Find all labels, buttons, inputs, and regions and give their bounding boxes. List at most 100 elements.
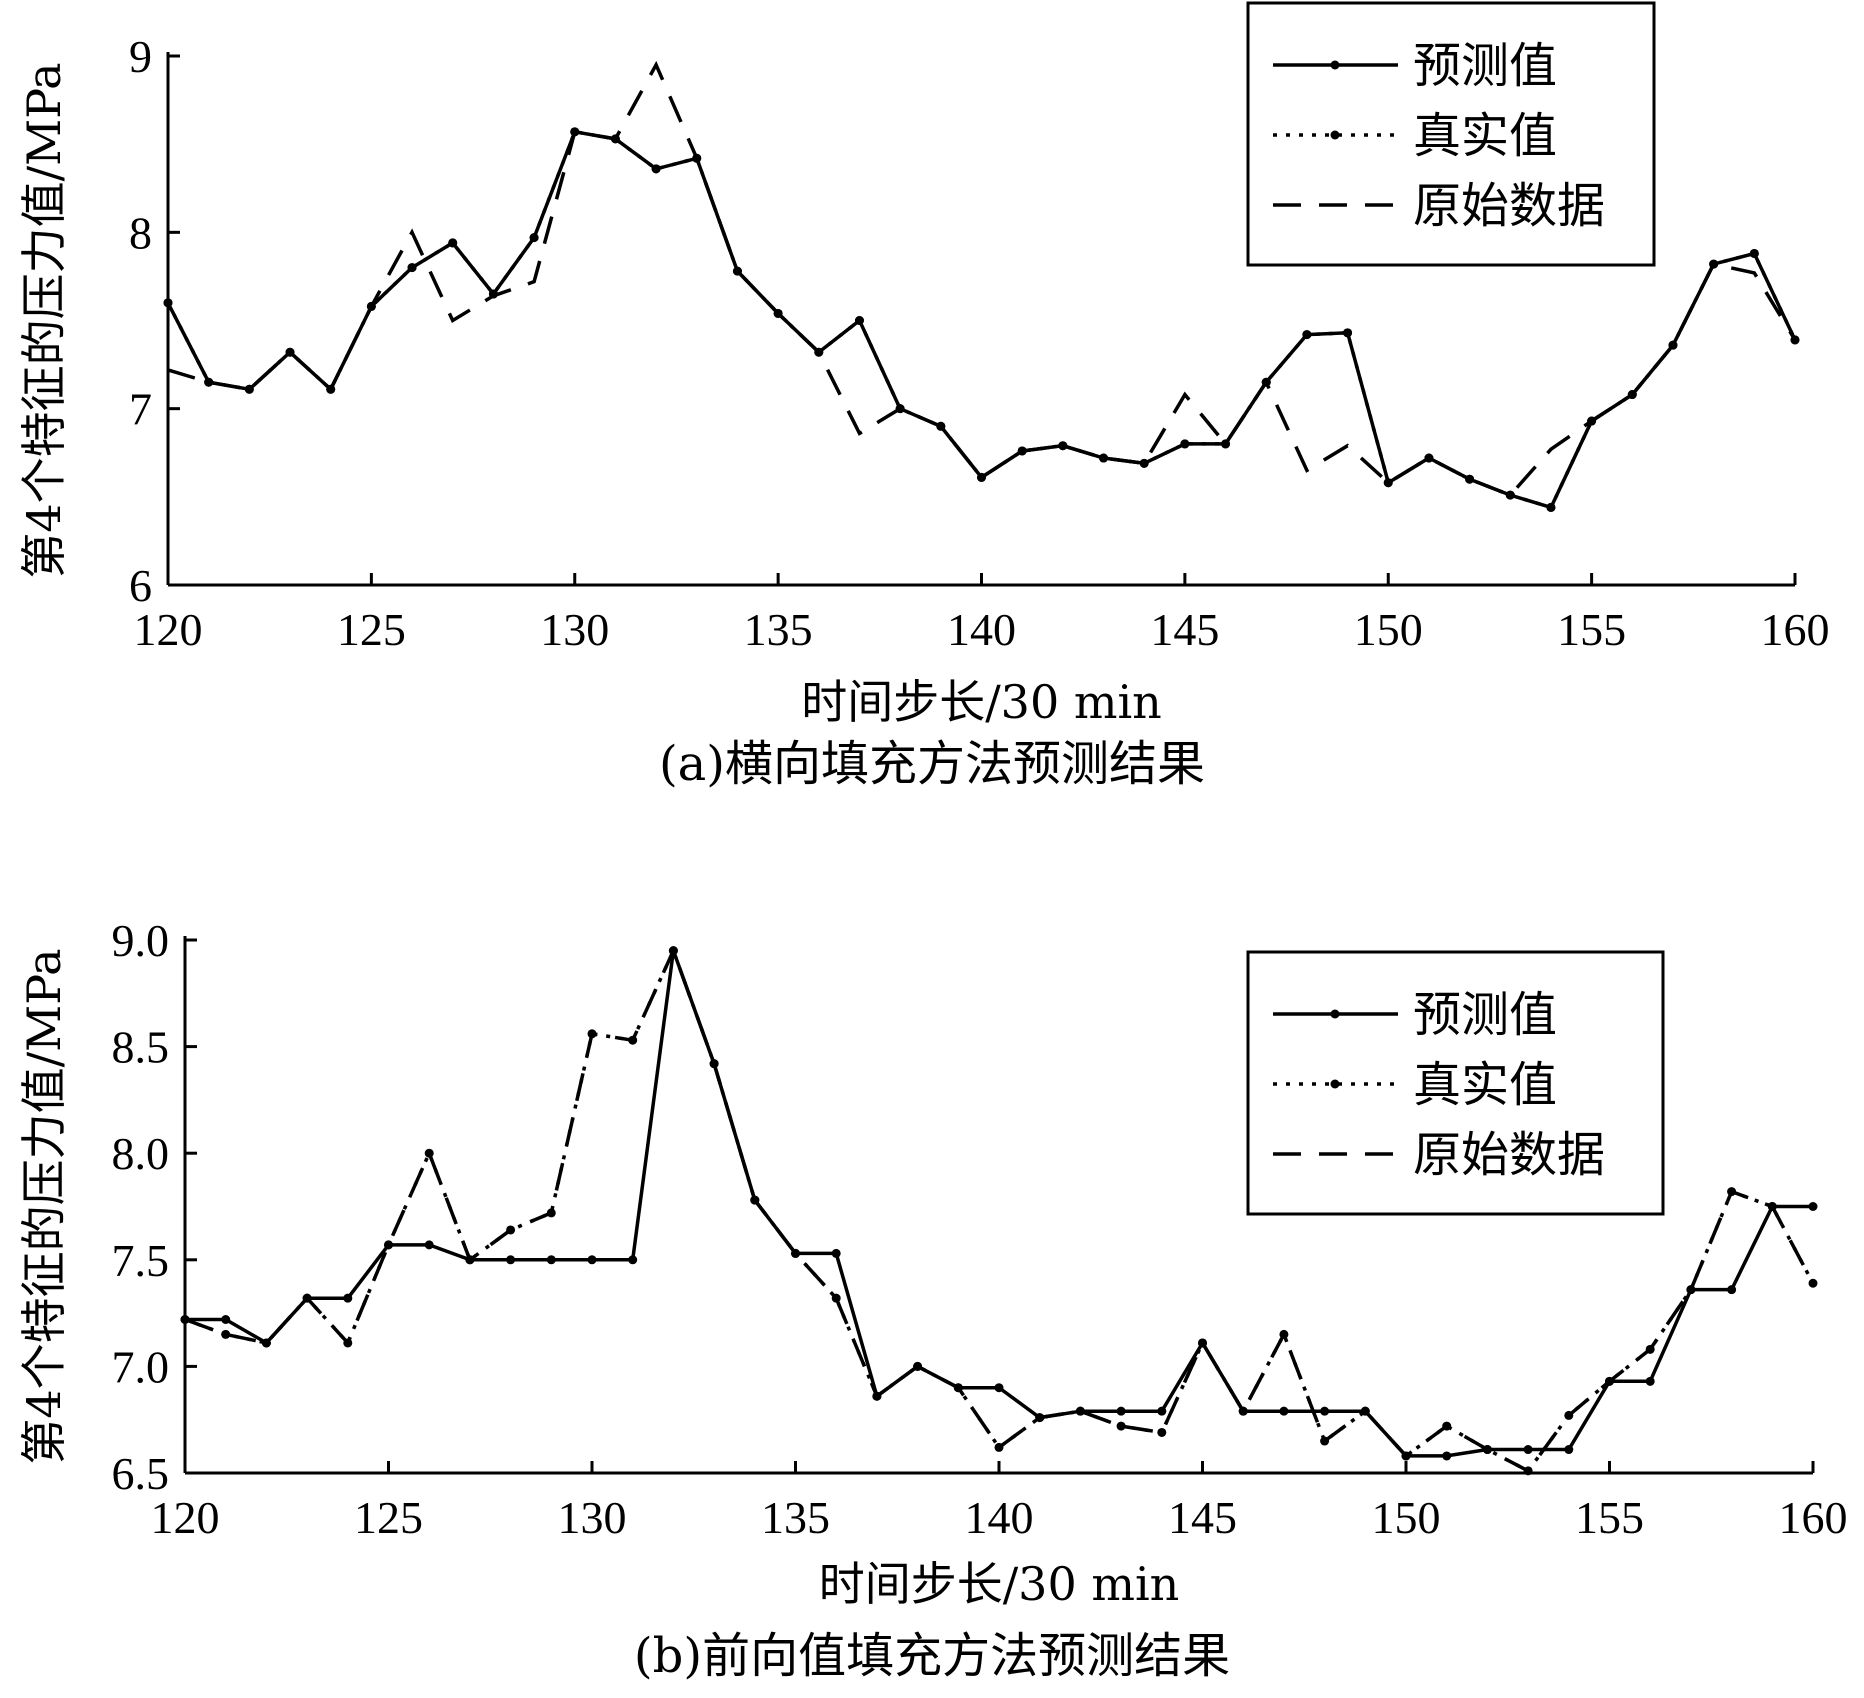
data-point [1157,1406,1167,1416]
data-point [1727,1285,1737,1295]
series-solid-marker [180,946,1818,1461]
data-point [1302,330,1312,340]
data-point [1320,1406,1330,1416]
data-point [407,263,417,273]
data-point [570,127,580,137]
legend-label: 真实值 [1413,108,1557,164]
data-point [1035,1413,1045,1423]
data-point [1238,1406,1248,1416]
data-point [1221,439,1231,449]
data-point [1465,474,1475,484]
data-point [587,1255,597,1265]
data-point [1587,416,1597,426]
data-point [814,347,824,357]
x-tick-label: 155 [1557,604,1626,655]
data-point [506,1225,516,1235]
data-point [1157,1427,1167,1437]
data-point [1627,390,1637,400]
data-point [1198,1338,1207,1348]
x-tick-label: 140 [965,1492,1034,1543]
y-tick-label: 7.5 [112,1235,170,1286]
data-point [1668,340,1678,350]
legend-label: 预测值 [1413,38,1557,94]
data-point [1442,1451,1452,1461]
data-point [709,1059,719,1069]
x-tick-label: 125 [337,604,406,655]
data-point [285,347,295,357]
data-point [831,1293,841,1303]
data-point [1442,1421,1452,1431]
x-tick-label: 150 [1372,1492,1441,1543]
data-point [1279,1406,1289,1416]
legend-label: 真实值 [1413,1057,1557,1113]
data-point [1139,458,1149,468]
data-point [1686,1285,1696,1295]
data-point [668,946,678,956]
data-point [448,238,458,248]
data-point [977,472,986,482]
data-point [529,233,539,243]
data-point [610,134,620,144]
x-tick-label: 145 [1150,604,1219,655]
data-point [1017,446,1027,456]
x-tick-label: 150 [1354,604,1423,655]
series-dashed [184,946,1815,1474]
data-point [1523,1466,1533,1476]
data-point [791,1248,800,1258]
x-tick-label: 160 [1761,604,1830,655]
data-point [343,1338,353,1348]
data-point [872,1391,882,1401]
y-tick-label: 6.5 [112,1448,170,1499]
data-point [1645,1376,1655,1386]
x-tick-label: 130 [558,1492,627,1543]
data-point [692,153,702,163]
data-point [1360,1406,1370,1416]
series-line [167,60,1797,498]
data-point [488,289,498,299]
data-point [424,1240,434,1250]
data-point [244,384,254,394]
data-point [546,1208,556,1218]
data-point [221,1329,231,1339]
data-point [1505,490,1515,500]
data-point [831,1248,841,1258]
data-point [1116,1406,1126,1416]
data-point [895,404,905,414]
data-point [1767,1202,1777,1211]
data-point [1261,377,1271,387]
x-tick-label: 120 [151,1492,220,1543]
data-point [1058,441,1068,451]
data-point [1727,1187,1737,1197]
x-tick-label: 145 [1168,1492,1237,1543]
x-tick-label: 130 [540,604,609,655]
data-point [1709,259,1719,269]
data-point [1808,1202,1818,1211]
data-point [1383,478,1393,488]
data-point [1482,1445,1492,1455]
data-point [326,384,336,394]
x-tick-label: 135 [744,604,813,655]
data-point [546,1255,556,1265]
data-point [1605,1376,1614,1386]
data-point [302,1293,312,1303]
data-point [953,1383,963,1393]
data-point [506,1255,516,1265]
data-point [1424,453,1434,463]
data-point [854,316,864,325]
y-axis-label: 第4个特征的压力值/MPa [17,62,71,578]
data-point [465,1255,475,1265]
data-point [628,1255,638,1265]
data-point [1808,1278,1818,1288]
legend-marker [1330,60,1340,70]
x-tick-label: 160 [1779,1492,1848,1543]
data-point [750,1195,760,1205]
data-point [204,377,214,387]
series-dashed [167,60,1797,498]
y-tick-label: 7.0 [112,1341,170,1392]
legend-box [1246,950,1665,1216]
data-point [221,1314,231,1324]
x-tick-label: 135 [761,1492,830,1543]
